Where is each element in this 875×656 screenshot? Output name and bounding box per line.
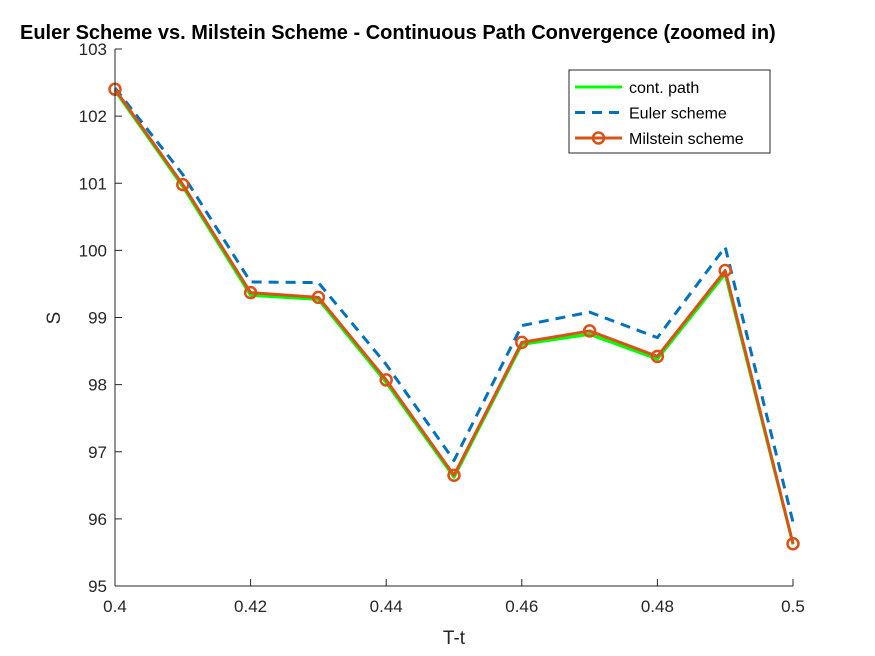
axes-layer: 0.4 0.42 0.44 0.46 0.48 0.5 95 96 97 98 99 100 101 10… bbox=[79, 40, 805, 616]
x-tick-label: 0.46 bbox=[505, 597, 538, 616]
point-milstein-scheme bbox=[243, 285, 258, 300]
point-milstein-scheme bbox=[515, 335, 529, 350]
chart-title: Euler Scheme vs. Milstein Scheme - Conti… bbox=[20, 22, 776, 44]
y-tick-label: 98 bbox=[88, 376, 107, 395]
legend-label-milstein-scheme: Milstein scheme bbox=[629, 131, 744, 148]
x-tick-label: 0.48 bbox=[641, 597, 674, 616]
point-milstein-scheme bbox=[176, 177, 190, 192]
y-tick-label: 99 bbox=[88, 309, 107, 328]
legend: cont. path Euler scheme Milstein scheme bbox=[568, 69, 771, 154]
point-milstein-scheme bbox=[786, 536, 800, 551]
y-tick-label: 97 bbox=[88, 443, 107, 462]
y-tick-label: 103 bbox=[79, 40, 107, 59]
x-tick-label: 0.44 bbox=[370, 597, 403, 616]
y-axis-label: S bbox=[44, 312, 65, 325]
x-tick-label: 0.42 bbox=[234, 597, 267, 616]
series-line-euler-scheme bbox=[113, 87, 795, 523]
point-milstein-scheme bbox=[718, 263, 732, 278]
series-layer bbox=[108, 82, 800, 551]
y-tick-label: 95 bbox=[88, 577, 107, 596]
x-tick-label: 0.5 bbox=[781, 597, 805, 616]
point-milstein-scheme bbox=[311, 290, 326, 305]
point-milstein-scheme bbox=[582, 324, 597, 338]
x-axis-label: T-t bbox=[443, 628, 466, 649]
point-milstein-scheme bbox=[650, 349, 665, 364]
legend-label-euler-scheme: Euler scheme bbox=[629, 106, 727, 123]
point-milstein-scheme bbox=[379, 373, 393, 387]
x-tick-label: 0.4 bbox=[103, 597, 127, 616]
y-tick-label: 101 bbox=[79, 174, 107, 193]
y-tick-label: 102 bbox=[79, 107, 107, 126]
y-tick-label: 96 bbox=[88, 510, 107, 529]
series-line-milstein-scheme bbox=[113, 88, 795, 545]
y-tick-label: 100 bbox=[79, 241, 107, 260]
point-milstein-scheme bbox=[447, 468, 461, 482]
legend-marker-milstein-scheme bbox=[591, 131, 606, 145]
legend-label-cont-path: cont. path bbox=[629, 80, 699, 97]
